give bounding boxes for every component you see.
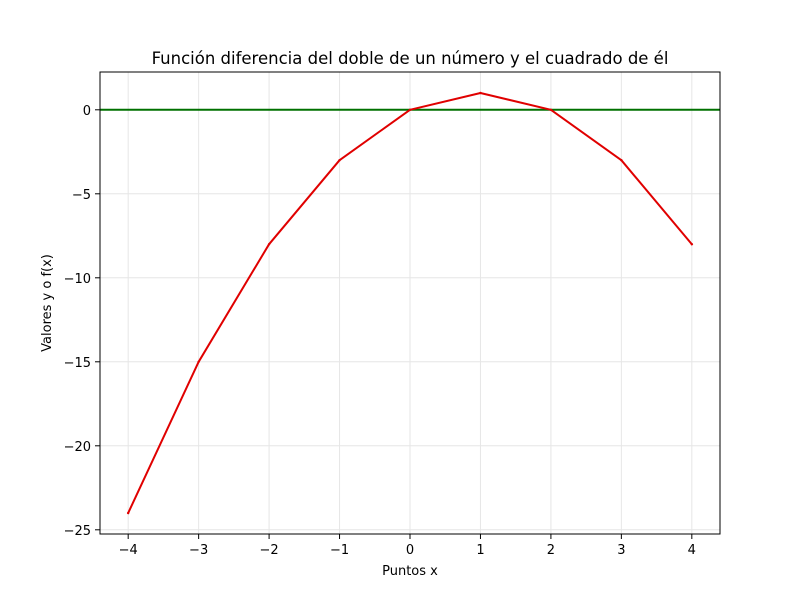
x-tick-label: 1 bbox=[476, 543, 484, 558]
y-tick-label: −25 bbox=[64, 524, 91, 539]
data-point bbox=[126, 511, 130, 515]
y-tick-label: −20 bbox=[64, 440, 91, 455]
data-point bbox=[338, 159, 341, 162]
x-tick-label: 0 bbox=[406, 543, 414, 558]
series-layer bbox=[126, 91, 694, 515]
x-tick-label: −2 bbox=[260, 543, 279, 558]
chart-title: Función diferencia del doble de un númer… bbox=[152, 49, 669, 68]
x-axis-title: Puntos x bbox=[382, 564, 438, 579]
x-tick-label: 4 bbox=[688, 543, 696, 558]
y-axis-title: Valores y o f(x) bbox=[40, 254, 55, 352]
x-axis-ticks: −4 −3 −2 −1 0 1 2 3 4 bbox=[119, 534, 696, 558]
data-point bbox=[549, 108, 553, 112]
grid bbox=[100, 72, 720, 534]
y-tick-label: −10 bbox=[64, 272, 91, 287]
x-tick-label: 3 bbox=[617, 543, 625, 558]
data-point bbox=[620, 159, 623, 162]
data-point bbox=[197, 360, 200, 363]
y-tick-label: 0 bbox=[83, 104, 91, 119]
y-tick-label: −15 bbox=[64, 356, 91, 371]
data-point bbox=[408, 108, 412, 112]
y-tick-label: −5 bbox=[72, 188, 91, 203]
x-tick-label: 2 bbox=[547, 543, 555, 558]
data-point bbox=[267, 243, 271, 246]
data-point bbox=[690, 243, 694, 246]
y-axis-ticks: 0 −5 −10 −15 −20 −25 bbox=[64, 104, 100, 539]
x-tick-label: −3 bbox=[189, 543, 208, 558]
x-tick-label: −4 bbox=[119, 543, 138, 558]
x-tick-label: −1 bbox=[330, 543, 349, 558]
data-point bbox=[479, 91, 482, 95]
